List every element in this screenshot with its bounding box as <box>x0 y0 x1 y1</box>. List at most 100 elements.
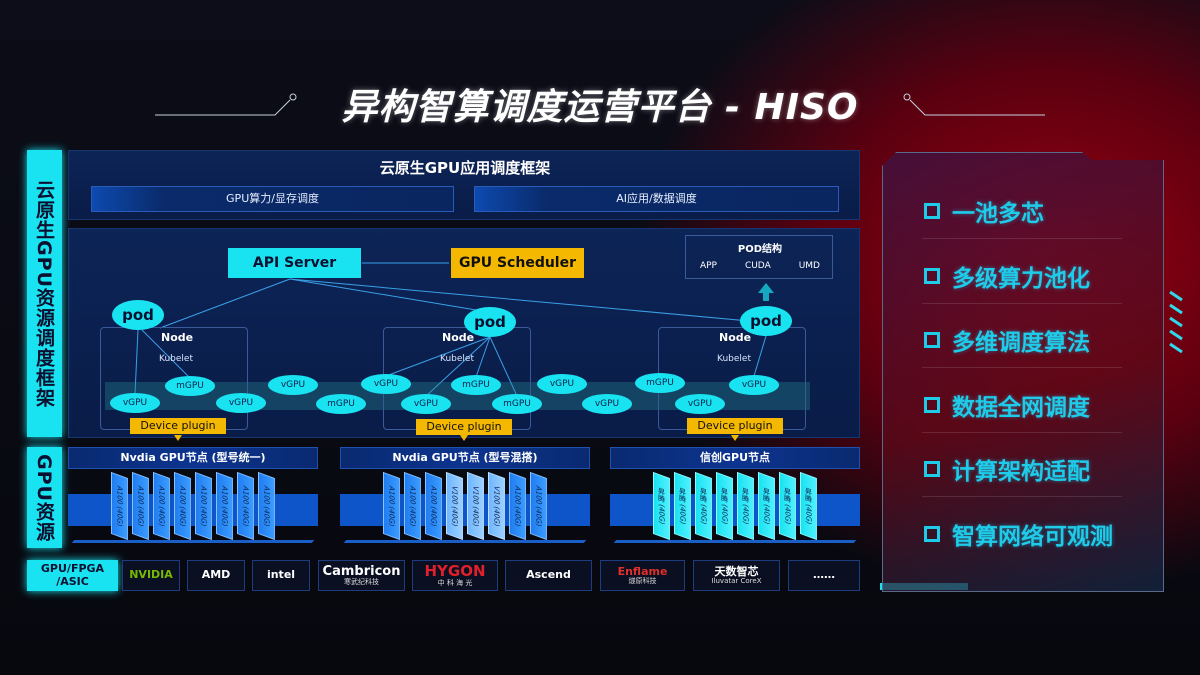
chips-side-label: GPU/FPGA /ASIC <box>27 560 118 591</box>
vendor-name: 天数智芯 <box>714 564 759 578</box>
gpu-chip: 昇腾 (40G) <box>674 471 691 541</box>
feature-item: 多级算力池化 <box>924 259 1090 293</box>
pod-2: pod <box>464 307 516 337</box>
vgpu-unit: vGPU <box>216 393 266 413</box>
vendor-name: …… <box>813 568 835 582</box>
vgpu-unit: vGPU <box>582 394 632 414</box>
vendor-name: AMD <box>201 568 231 582</box>
vendor-subtitle: Iluvatar CoreX <box>711 576 762 585</box>
feature-label: 多维调度算法 <box>952 330 1090 356</box>
feature-label: 计算架构适配 <box>952 459 1090 485</box>
api-server: API Server <box>228 248 361 278</box>
vgpu-unit: vGPU <box>729 375 779 395</box>
vgpu-unit: vGPU <box>675 394 725 414</box>
vendor-logo-8: …… <box>788 560 860 591</box>
vendor-name: NVIDIA <box>129 568 173 582</box>
vgpu-unit: vGPU <box>537 374 587 394</box>
framework-title: 云原生GPU应用调度框架 <box>379 159 551 177</box>
pod-umd: UMD <box>798 261 820 271</box>
gpu-chip: V100 (40G) <box>488 471 505 541</box>
resources-side-label: GPU资源 <box>27 447 62 548</box>
gpu-chip: A100 (40G) <box>509 471 526 541</box>
vendor-subtitle: 中 科 海 光 <box>437 578 473 587</box>
gpu-node-base <box>71 540 315 543</box>
gpu-chip: V100 (40G) <box>446 471 463 541</box>
device-plugin-3: Device plugin <box>687 418 783 434</box>
vendor-name: Ascend <box>526 568 571 582</box>
gpu-node-base <box>613 540 857 543</box>
divider <box>922 302 1122 304</box>
gpu-chip: A100 (40G) <box>195 471 212 541</box>
vendor-subtitle: 燧原科技 <box>628 576 657 585</box>
vendor-name: intel <box>266 568 296 582</box>
pod-app: APP <box>699 261 717 271</box>
mgpu-unit: mGPU <box>492 394 542 414</box>
gpu-node-band <box>340 494 590 526</box>
gpu-node-band <box>68 494 318 526</box>
gpu-chip: 昇腾 (40G) <box>716 471 733 541</box>
vendor-subtitle: 寒武纪科技 <box>344 577 379 586</box>
gpu-chip: A100 (40G) <box>404 471 421 541</box>
vendor-logo-3: Cambricon 寒武纪科技 <box>318 560 405 591</box>
gpu-chip: A100 (40G) <box>258 471 275 541</box>
mgpu-unit: mGPU <box>316 394 366 414</box>
kubelet-label: Kubelet <box>717 354 751 364</box>
vendor-logo-6: Enflame 燧原科技 <box>600 560 685 591</box>
framework-side-label-text: 云原生GPU资源调度框架 <box>33 179 55 408</box>
gpu-node-title: 信创GPU节点 <box>610 447 860 469</box>
feature-item: 一池多芯 <box>924 194 1044 228</box>
kubelet-label: Kubelet <box>440 354 474 364</box>
vendor-logo-1: AMD <box>187 560 245 591</box>
vgpu-unit: vGPU <box>110 393 160 413</box>
pod-1: pod <box>112 300 164 330</box>
device-plugin-1: Device plugin <box>130 418 226 434</box>
gpu-chip: A100 (40G) <box>530 471 547 541</box>
vendor-logo-7: 天数智芯 Iluvatar CoreX <box>693 560 780 591</box>
gpu-node-title: Nvdia GPU节点 (型号统一) <box>68 447 318 469</box>
feature-label: 智算网络可观测 <box>952 523 1113 550</box>
gpu-chip: A100 (40G) <box>216 471 233 541</box>
node-label: Node <box>719 331 752 344</box>
node-label: Node <box>161 331 194 344</box>
vgpu-unit: vGPU <box>401 394 451 414</box>
divider <box>922 431 1122 433</box>
gpu-chip: 昇腾 (40G) <box>779 471 796 541</box>
gpu-chip: A100 (40G) <box>132 471 149 541</box>
gpu-chip: A100 (40G) <box>237 471 254 541</box>
pod-3: pod <box>740 306 792 336</box>
gpu-node-base <box>343 540 587 543</box>
checkbox-square-icon <box>924 203 940 219</box>
vendor-logo-2: intel <box>252 560 310 591</box>
checkbox-square-icon <box>924 267 940 284</box>
node-label: Node <box>442 331 475 344</box>
gpu-chip: 昇腾 (40G) <box>653 471 670 541</box>
vendor-logo-0: NVIDIA <box>122 560 180 591</box>
divider <box>922 496 1122 497</box>
gpu-chip: A100 (40G) <box>174 471 191 541</box>
pod-structure-title: POD结构 <box>737 244 783 255</box>
checkbox-square-icon <box>924 461 940 477</box>
gpu-scheduler: GPU Scheduler <box>451 248 584 278</box>
feature-label: 多级算力池化 <box>952 265 1090 292</box>
checkbox-square-icon <box>924 525 940 542</box>
gpu-chip: 昇腾 (40G) <box>737 471 754 541</box>
vgpu-unit: vGPU <box>361 374 411 394</box>
mgpu-unit: mGPU <box>165 376 215 396</box>
gpu-node-title: Nvdia GPU节点 (型号混搭) <box>340 447 590 469</box>
pod-structure: POD结构 APP CUDA UMD <box>685 235 833 279</box>
checkbox-square-icon <box>924 396 940 413</box>
gpu-compute-scheduling: GPU算力/显存调度 <box>91 186 454 212</box>
kubelet-label: Kubelet <box>159 354 193 364</box>
ai-data-scheduling: AI应用/数据调度 <box>474 186 839 212</box>
divider <box>922 367 1122 368</box>
gpu-chip: V100 (40G) <box>467 471 484 541</box>
vendor-name: Cambricon <box>322 563 401 579</box>
gpu-chip: A100 (40G) <box>383 471 400 541</box>
vendor-logo-5: Ascend <box>505 560 592 591</box>
vgpu-unit: vGPU <box>268 375 318 395</box>
page-title: 异构智算调度运营平台 - HISO <box>341 87 859 128</box>
gpu-chip: A100 (40G) <box>153 471 170 541</box>
pod-cuda: CUDA <box>744 261 771 271</box>
resources-side-label-text: GPU资源 <box>33 453 55 542</box>
gpu-chip: 昇腾 (40G) <box>695 471 712 541</box>
